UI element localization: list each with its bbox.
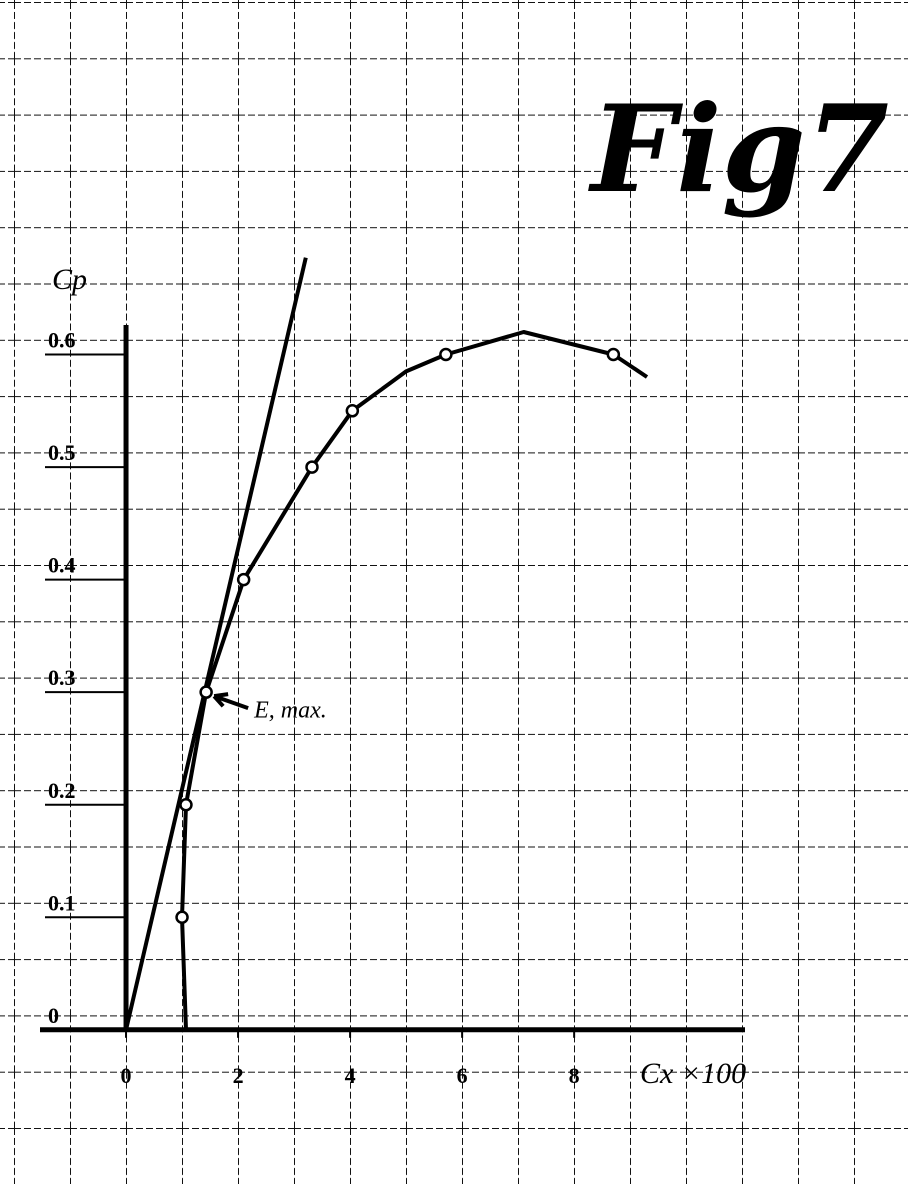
annotation-arrow bbox=[212, 692, 249, 711]
data-point bbox=[179, 797, 193, 812]
y-tick-label: 0.1 bbox=[48, 890, 76, 915]
x-tick-label: 4 bbox=[345, 1063, 356, 1088]
data-point bbox=[345, 404, 360, 418]
y-tick-label: 0.3 bbox=[48, 665, 76, 690]
y-tick-label: 0.6 bbox=[48, 328, 76, 353]
data-point bbox=[606, 347, 621, 362]
y-tick-label: 0.4 bbox=[48, 553, 76, 578]
annotation: E, max. bbox=[253, 698, 327, 724]
data-point bbox=[199, 685, 213, 699]
data-point bbox=[305, 460, 319, 474]
data-point bbox=[236, 572, 251, 587]
x-tick-label: 0 bbox=[121, 1063, 132, 1088]
x-tick-label: 8 bbox=[569, 1063, 580, 1088]
y-tick-label: 0 bbox=[48, 1003, 59, 1028]
data-point bbox=[175, 910, 189, 925]
curve bbox=[180, 330, 649, 1030]
figure-title: Fig7 bbox=[588, 79, 889, 220]
x-axis-label: Cx ×100 bbox=[640, 1057, 746, 1090]
x-tick-label: 2 bbox=[233, 1063, 244, 1088]
curve bbox=[124, 257, 308, 1031]
x-tick-label: 6 bbox=[457, 1063, 468, 1088]
y-tick-label: 0.5 bbox=[48, 440, 76, 465]
y-axis-label: Cp bbox=[52, 263, 87, 296]
data-point bbox=[439, 347, 453, 362]
y-tick-label: 0.2 bbox=[48, 778, 76, 803]
